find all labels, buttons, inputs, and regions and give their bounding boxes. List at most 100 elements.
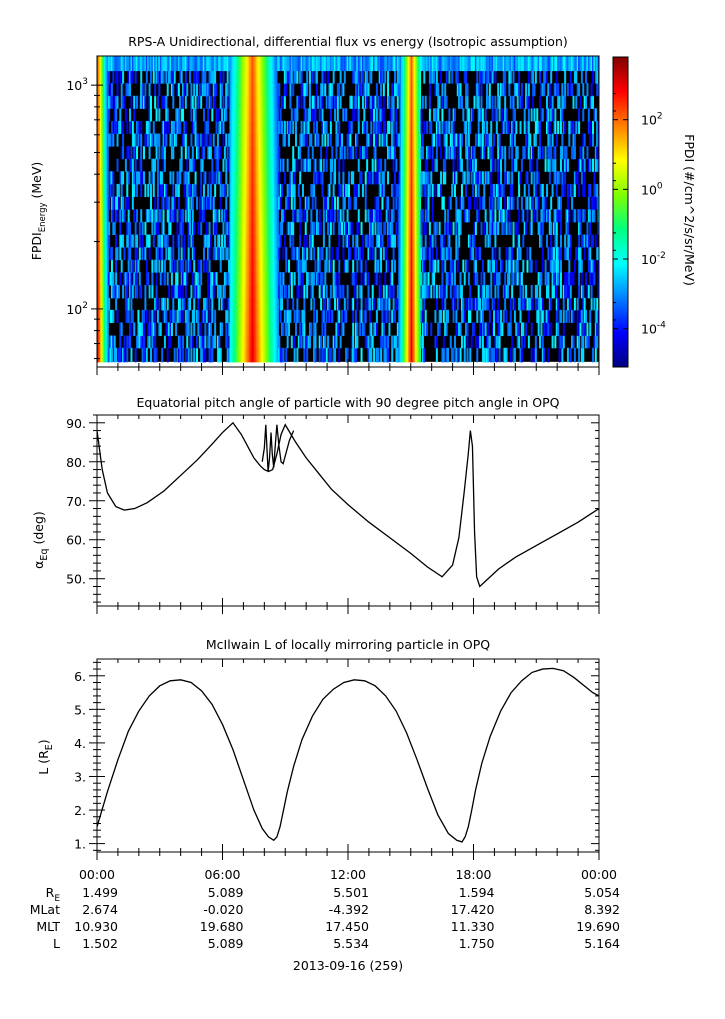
spectrogram-cell bbox=[122, 70, 125, 84]
spectrogram-cell bbox=[158, 108, 161, 122]
spectrogram-cell bbox=[342, 209, 345, 223]
spectrogram-cell bbox=[504, 158, 507, 172]
spectrogram-cell bbox=[548, 158, 551, 172]
spectrogram-cell bbox=[313, 347, 316, 363]
spectrogram-cell bbox=[242, 272, 245, 286]
spectrogram-cell bbox=[296, 95, 299, 109]
spectrogram-cell bbox=[414, 221, 417, 236]
spectrogram-cell bbox=[345, 56, 348, 72]
spectrogram-cell bbox=[101, 171, 104, 185]
spectrogram-cell bbox=[385, 284, 388, 299]
spectrogram-cell bbox=[375, 83, 378, 97]
spectrogram-cell bbox=[193, 247, 196, 261]
spectrogram-cell bbox=[180, 247, 183, 261]
spectrogram-cell bbox=[438, 120, 441, 135]
spectrogram-cell bbox=[243, 70, 246, 84]
spectrogram-cell bbox=[190, 83, 193, 97]
spectrogram-cell bbox=[292, 146, 295, 160]
spectrogram-cell bbox=[219, 83, 222, 97]
spectrogram-cell bbox=[428, 247, 431, 261]
spectrogram-cell bbox=[434, 83, 437, 97]
spectrogram-cell bbox=[412, 247, 415, 261]
spectrogram-cell bbox=[106, 95, 109, 109]
spectrogram-cell bbox=[281, 158, 284, 172]
spectrogram-cell bbox=[405, 247, 408, 261]
spectrogram-cell bbox=[516, 83, 519, 97]
spectrogram-cell bbox=[384, 347, 387, 363]
spectrogram-cell bbox=[403, 171, 406, 185]
spectrogram-cell bbox=[367, 83, 370, 97]
spectrogram-cell bbox=[424, 196, 427, 210]
colorbar-label: FPDI (#/cm^2/s/sr/MeV) bbox=[682, 134, 697, 286]
spectrogram-cell bbox=[509, 183, 512, 197]
spectrogram-cell bbox=[346, 146, 349, 160]
spectrogram-cell bbox=[389, 56, 392, 72]
spectrogram-cell bbox=[229, 70, 232, 84]
spectrogram-cell bbox=[261, 120, 264, 135]
spectrogram-cell bbox=[127, 56, 130, 72]
spectrogram-cell bbox=[229, 335, 232, 349]
spectrogram-cell bbox=[544, 196, 547, 210]
spectrogram-cell bbox=[367, 171, 370, 185]
spectrogram-cell bbox=[137, 322, 140, 337]
spectrogram-cell bbox=[370, 56, 373, 72]
spectrogram-cell bbox=[476, 272, 479, 286]
spectrogram-cell bbox=[402, 56, 405, 72]
spectrogram-cell bbox=[169, 322, 172, 337]
spectrogram-cell bbox=[314, 171, 317, 185]
spectrogram-cell bbox=[144, 133, 147, 147]
spectrogram-cell bbox=[274, 272, 277, 286]
spectrogram-cell bbox=[440, 146, 443, 160]
spectrogram-cell bbox=[519, 247, 522, 261]
spectrogram-cell bbox=[558, 95, 561, 109]
spectrogram-cell bbox=[113, 347, 116, 363]
spectrogram-cell bbox=[264, 171, 267, 185]
spectrogram-cell bbox=[193, 284, 196, 299]
spectrogram-cell bbox=[105, 108, 108, 122]
spectrogram-cell bbox=[318, 158, 321, 172]
spectrogram-cell bbox=[243, 309, 246, 323]
spectrogram-cell bbox=[102, 259, 105, 273]
spectrogram-cell bbox=[97, 56, 99, 72]
spectrogram-cell bbox=[138, 284, 141, 299]
spectrogram-cell bbox=[409, 196, 412, 210]
spectrogram-cell bbox=[98, 347, 101, 363]
spectrogram-cell bbox=[187, 309, 190, 323]
spectrogram-cell bbox=[215, 171, 218, 185]
spectrogram-cell bbox=[311, 183, 314, 197]
spectrogram-cell bbox=[427, 196, 430, 210]
spectrogram-cell bbox=[546, 56, 549, 72]
spectrogram-cell bbox=[269, 183, 272, 197]
spectrogram-cell bbox=[445, 120, 448, 135]
spectrogram-cell bbox=[194, 70, 197, 84]
spectrogram-cell bbox=[334, 209, 337, 223]
spectrogram-cell bbox=[572, 95, 575, 109]
spectrogram-cell bbox=[267, 284, 270, 299]
spectrogram-cell bbox=[357, 83, 360, 97]
spectrogram-cell bbox=[407, 196, 410, 210]
spectrogram-cell bbox=[490, 183, 493, 197]
spectrogram-cell bbox=[541, 146, 544, 160]
spectrogram-cell bbox=[324, 335, 327, 349]
spectrogram-cell bbox=[274, 322, 277, 337]
spectrogram-cell bbox=[427, 56, 430, 72]
spectrogram-cell bbox=[138, 158, 141, 172]
spectrogram-cell bbox=[127, 247, 130, 261]
spectrogram-cell bbox=[572, 272, 575, 286]
spectrogram-cell bbox=[136, 284, 139, 299]
spectrogram-cell bbox=[311, 284, 314, 299]
spectrogram-cell bbox=[156, 221, 159, 236]
spectrogram-cell bbox=[353, 272, 356, 286]
spectrogram-cell bbox=[491, 322, 494, 337]
spectrogram-cell bbox=[240, 335, 243, 349]
spectrogram-cell bbox=[403, 259, 406, 273]
spectrogram-cell bbox=[487, 335, 490, 349]
spectrogram-cell bbox=[262, 95, 265, 109]
spectrogram-cell bbox=[187, 209, 190, 223]
spectrogram-cell bbox=[392, 183, 395, 197]
spectrogram-cell bbox=[214, 221, 217, 236]
spectrogram-cell bbox=[398, 247, 401, 261]
spectrogram-cell bbox=[106, 196, 109, 210]
spectrogram-cell bbox=[183, 247, 186, 261]
spectrogram-cell bbox=[335, 284, 338, 299]
